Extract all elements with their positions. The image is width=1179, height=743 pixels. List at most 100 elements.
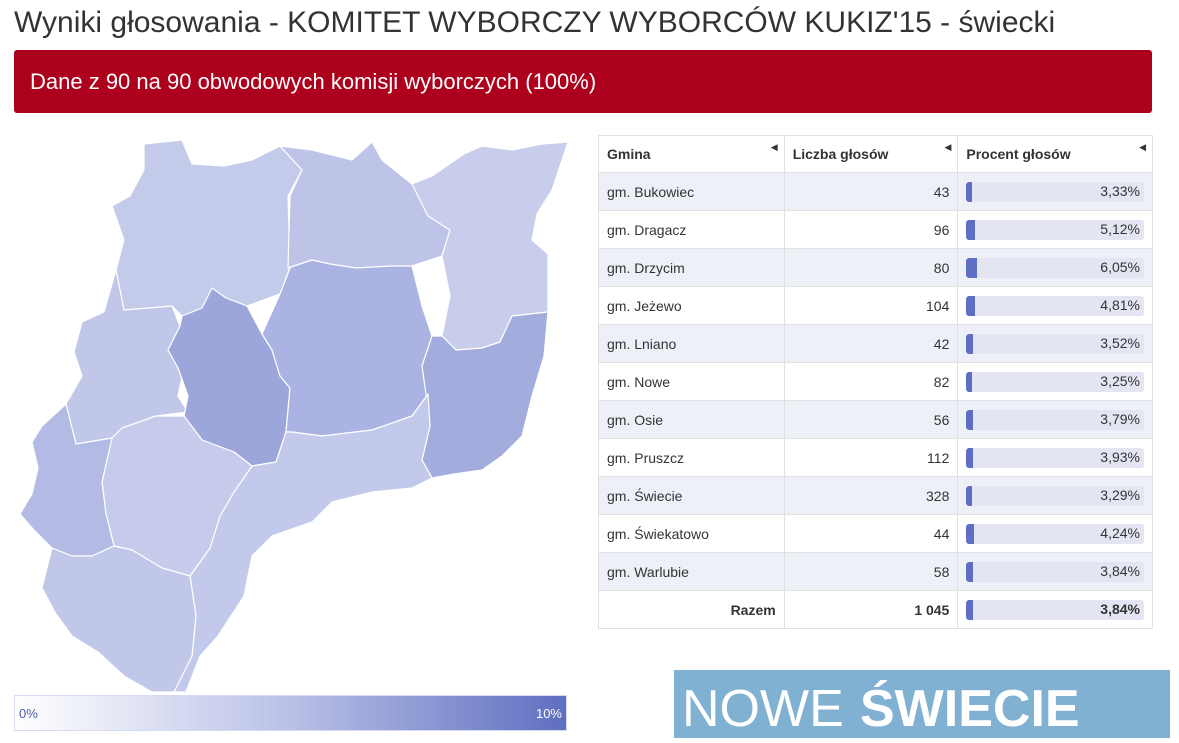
county-map-svg (19, 139, 569, 692)
map-region-warlubie[interactable] (111, 139, 303, 317)
percent-value: 6,05% (1100, 259, 1140, 275)
cell-gmina: gm. Dragacz (598, 210, 785, 249)
legend-max-label: 10% (535, 706, 562, 721)
cell-percent: 3,25% (957, 362, 1153, 401)
table-row[interactable]: gm. Lniano 42 3,52% (598, 324, 1153, 363)
legend-min-label: 0% (19, 706, 38, 721)
sort-icon[interactable]: ◀ (1139, 142, 1146, 152)
cell-votes: 104 (783, 286, 959, 325)
percent-bar (966, 334, 1144, 354)
cell-percent: 6,05% (957, 248, 1153, 287)
map-region-nowe[interactable] (411, 141, 569, 351)
percent-value: 3,93% (1100, 449, 1140, 465)
cell-votes: 42 (783, 324, 959, 363)
percent-bar (966, 258, 1144, 278)
percent-bar-fill (966, 258, 978, 278)
county-map (12, 136, 577, 692)
percent-bar-fill (966, 220, 976, 240)
cell-gmina: gm. Nowe (598, 362, 785, 401)
percent-bar-fill (966, 182, 973, 202)
cell-percent: 5,12% (957, 210, 1153, 249)
results-table: Gmina ◀ Liczba głosów ◀ Procent głosów ◀… (598, 135, 1153, 629)
table-row[interactable]: gm. Pruszcz 112 3,93% (598, 438, 1153, 477)
cell-gmina: gm. Bukowiec (598, 172, 785, 211)
cell-percent: 3,84% (957, 552, 1153, 591)
percent-bar (966, 448, 1144, 468)
cell-votes: 96 (783, 210, 959, 249)
percent-value: 3,84% (1100, 601, 1140, 617)
cell-percent: 3,93% (957, 438, 1153, 477)
page-title: Wyniki głosowania - KOMITET WYBORCZY WYB… (14, 6, 1056, 39)
nowe-swiecie-logo[interactable]: NOWE ŚWIECIE (674, 670, 1170, 738)
logo-svg: NOWE ŚWIECIE (682, 680, 1080, 738)
cell-percent: 4,24% (957, 514, 1153, 553)
column-header-gmina-label: Gmina (607, 146, 651, 162)
cell-percent: 3,29% (957, 476, 1153, 515)
table-row[interactable]: gm. Bukowiec 43 3,33% (598, 172, 1153, 211)
table-row[interactable]: gm. Drzycim 80 6,05% (598, 248, 1153, 287)
percent-bar-fill (966, 410, 974, 430)
cell-gmina: gm. Warlubie (598, 552, 785, 591)
cell-gmina: gm. Jeżewo (598, 286, 785, 325)
table-row[interactable]: gm. Nowe 82 3,25% (598, 362, 1153, 401)
map-region-swiekatowo[interactable] (41, 545, 197, 692)
percent-value: 5,12% (1100, 221, 1140, 237)
table-row[interactable]: gm. Dragacz 96 5,12% (598, 210, 1153, 249)
color-scale-legend: 0% 10% (14, 695, 567, 731)
cell-percent: 3,52% (957, 324, 1153, 363)
cell-votes: 328 (783, 476, 959, 515)
percent-bar (966, 372, 1144, 392)
column-header-gmina[interactable]: Gmina ◀ (598, 135, 785, 173)
percent-value: 4,24% (1100, 525, 1140, 541)
total-label: Razem (598, 590, 785, 629)
percent-bar (966, 220, 1144, 240)
cell-gmina: gm. Lniano (598, 324, 785, 363)
percent-value: 3,79% (1100, 411, 1140, 427)
cell-gmina: gm. Pruszcz (598, 438, 785, 477)
percent-bar-fill (966, 296, 975, 316)
cell-gmina: gm. Świecie (598, 476, 785, 515)
cell-votes: 58 (783, 552, 959, 591)
table-row[interactable]: gm. Osie 56 3,79% (598, 400, 1153, 439)
results-table-body: gm. Bukowiec 43 3,33% gm. Dragacz 96 5,1… (598, 172, 1153, 591)
map-region-pruszcz[interactable] (261, 259, 433, 437)
column-header-percent[interactable]: Procent głosów ◀ (957, 135, 1153, 173)
cell-gmina: gm. Świekatowo (598, 514, 785, 553)
percent-bar-fill (966, 600, 974, 620)
percent-bar (966, 182, 1144, 202)
logo-word-2: ŚWIECIE (860, 680, 1080, 738)
sort-icon[interactable]: ◀ (944, 142, 952, 152)
table-row[interactable]: gm. Jeżewo 104 4,81% (598, 286, 1153, 325)
percent-bar (966, 296, 1144, 316)
percent-bar-fill (966, 486, 973, 506)
cell-votes: 80 (783, 248, 959, 287)
percent-value: 3,33% (1100, 183, 1140, 199)
percent-bar-fill (966, 524, 974, 544)
cell-percent: 4,81% (957, 286, 1153, 325)
map-region-dragacz[interactable] (279, 141, 451, 269)
sort-icon[interactable]: ◀ (770, 142, 778, 152)
total-row: Razem 1 045 3,84% (598, 590, 1153, 629)
table-header-row: Gmina ◀ Liczba głosów ◀ Procent głosów ◀ (598, 135, 1153, 173)
percent-bar (966, 410, 1144, 430)
cell-votes: 82 (783, 362, 959, 401)
percent-bar-fill (966, 562, 974, 582)
percent-bar (966, 600, 1144, 620)
table-row[interactable]: gm. Świecie 328 3,29% (598, 476, 1153, 515)
column-header-percent-label: Procent głosów (966, 146, 1071, 162)
percent-bar-fill (966, 372, 973, 392)
data-coverage-banner: Dane z 90 na 90 obwodowych komisji wybor… (14, 50, 1152, 113)
percent-value: 3,52% (1100, 335, 1140, 351)
cell-percent: 3,33% (957, 172, 1153, 211)
cell-gmina: gm. Osie (598, 400, 785, 439)
map-region-drzycim[interactable] (421, 311, 549, 479)
column-header-votes[interactable]: Liczba głosów ◀ (783, 135, 959, 173)
total-votes: 1 045 (783, 590, 959, 629)
percent-value: 3,84% (1100, 563, 1140, 579)
table-row[interactable]: gm. Świekatowo 44 4,24% (598, 514, 1153, 553)
percent-value: 3,25% (1100, 373, 1140, 389)
table-row[interactable]: gm. Warlubie 58 3,84% (598, 552, 1153, 591)
percent-value: 3,29% (1100, 487, 1140, 503)
cell-votes: 112 (783, 438, 959, 477)
percent-bar (966, 486, 1144, 506)
